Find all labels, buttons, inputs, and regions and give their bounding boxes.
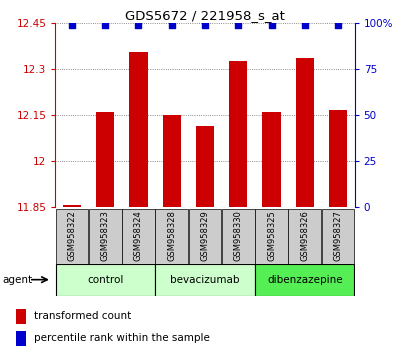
Point [102, 22, 108, 28]
Bar [321, 209, 353, 264]
Text: GSM958327: GSM958327 [333, 210, 342, 261]
Text: percentile rank within the sample: percentile rank within the sample [34, 333, 209, 343]
Text: GSM958326: GSM958326 [299, 210, 308, 261]
Bar [155, 264, 254, 296]
Point [168, 22, 175, 28]
Bar [16, 331, 26, 346]
Text: GSM958322: GSM958322 [67, 210, 76, 261]
Text: GSM958325: GSM958325 [266, 210, 275, 261]
Bar [254, 209, 287, 264]
Bar [254, 264, 353, 296]
Bar [295, 58, 313, 207]
Point [301, 22, 307, 28]
Bar [188, 209, 221, 264]
Bar [162, 115, 180, 207]
Bar [16, 309, 26, 324]
Text: dibenzazepine: dibenzazepine [266, 275, 342, 285]
Text: bevacizumab: bevacizumab [170, 275, 239, 285]
Text: control: control [87, 275, 123, 285]
Point [201, 22, 208, 28]
Bar [122, 209, 155, 264]
Text: GSM958329: GSM958329 [200, 210, 209, 261]
Text: GSM958324: GSM958324 [134, 210, 143, 261]
Point [267, 22, 274, 28]
Bar [221, 209, 254, 264]
Bar [196, 126, 213, 207]
Bar [96, 112, 114, 207]
Text: agent: agent [2, 275, 32, 285]
Bar [229, 61, 247, 207]
Point [334, 22, 340, 28]
Text: GSM958330: GSM958330 [233, 210, 242, 261]
Bar [89, 209, 121, 264]
Text: transformed count: transformed count [34, 312, 131, 321]
Bar [328, 110, 346, 207]
Bar [56, 209, 88, 264]
Bar [63, 205, 81, 207]
Text: GSM958328: GSM958328 [167, 210, 176, 261]
Text: GSM958323: GSM958323 [101, 210, 110, 261]
Bar [262, 112, 280, 207]
Title: GDS5672 / 221958_s_at: GDS5672 / 221958_s_at [125, 9, 284, 22]
Point [234, 22, 241, 28]
Point [69, 22, 75, 28]
Point [135, 22, 142, 28]
Bar [129, 52, 147, 207]
Bar [155, 209, 188, 264]
Bar [56, 264, 155, 296]
Bar [288, 209, 320, 264]
